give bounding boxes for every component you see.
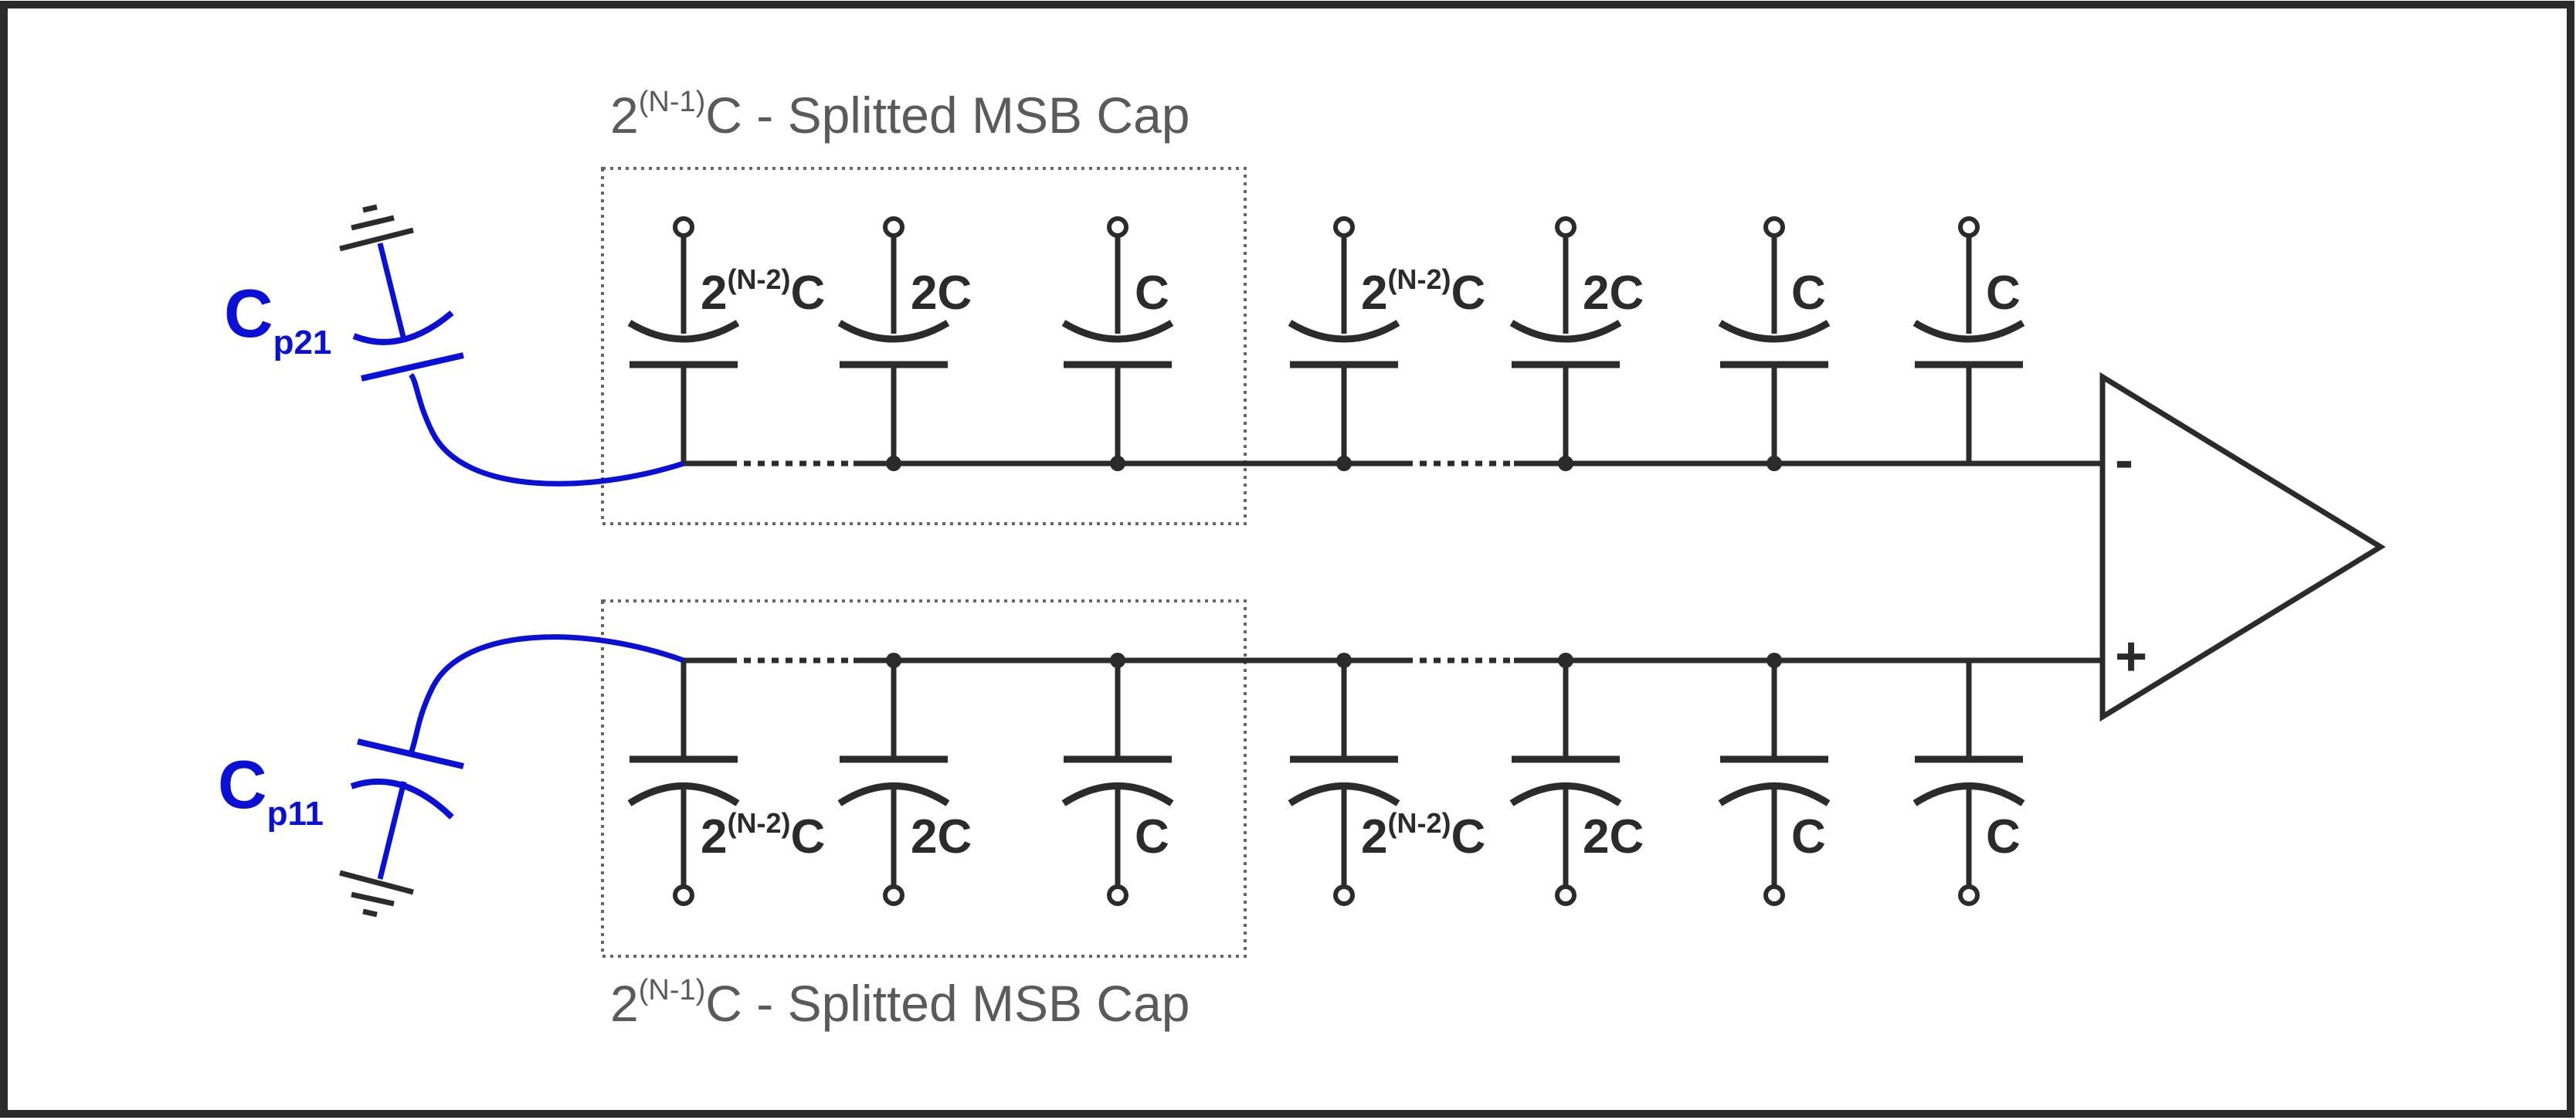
parasitic-cap-top: Cp21 (224, 204, 685, 487)
comparator: - + (2099, 372, 2386, 722)
bottom-capacitor: C (1912, 660, 2025, 906)
top-cap-terminal (1958, 216, 1980, 238)
comparator-minus-sign: - (2115, 429, 2133, 491)
curved-plate (627, 782, 740, 806)
bottom-cap-label: C (1791, 810, 1826, 864)
bottom-capacitor: C (1061, 653, 1174, 906)
junction-dot (1336, 653, 1352, 668)
junction-dot (886, 653, 901, 668)
curved-plate (1061, 320, 1174, 343)
parasitic-top-label: Cp21 (224, 275, 331, 361)
curved-plate (1509, 782, 1622, 806)
bottom-cap-label: C (1135, 810, 1169, 864)
bottom-group-label: 2(N-1)C - Splitted MSB Cap (610, 974, 1190, 1032)
bottom-capacitor: 2C (837, 653, 972, 906)
top-group-label: 2(N-1)C - Splitted MSB Cap (610, 86, 1190, 144)
top-msb-group-box (601, 167, 1247, 525)
top-cap-terminal (1107, 216, 1128, 238)
bottom-cap-label: 2(N-2)C (1361, 807, 1485, 864)
top-cap-label: 2(N-2)C (701, 263, 825, 320)
curved-plate (1718, 320, 1831, 343)
bottom-capacitor: 2C (1509, 653, 1644, 906)
top-cap-label: C (1986, 266, 2021, 320)
bottom-capacitor: 2(N-2)C (627, 660, 825, 906)
top-capacitor: 2C (1509, 216, 1644, 471)
junction-dot (1558, 456, 1573, 471)
curved-plate (1288, 320, 1400, 343)
curved-plate (1912, 320, 2025, 343)
curved-plate (1061, 782, 1174, 806)
bottom-cap-terminal (1763, 884, 1785, 906)
top-capacitor-array: 2(N-2)C 2C C 2(N-2)C 2C C C (627, 216, 2025, 471)
top-capacitor: 2(N-2)C (1288, 216, 1485, 471)
junction-dot (1558, 653, 1573, 668)
junction-dot (1767, 456, 1782, 471)
bottom-cap-terminal (1107, 884, 1128, 906)
parasitic-bottom-label: Cp11 (218, 746, 324, 833)
bottom-cap-terminal (673, 884, 694, 906)
bottom-cap-terminal (1333, 884, 1355, 906)
bottom-msb-group-box (601, 599, 1247, 958)
top-capacitor: 2(N-2)C (627, 216, 825, 463)
curved-plate (837, 320, 950, 343)
top-cap-label: 2C (911, 266, 972, 320)
junction-dot (1110, 456, 1125, 471)
bottom-cap-label: C (1986, 810, 2021, 864)
junction-dot (1767, 653, 1782, 668)
curved-plate (1288, 782, 1400, 806)
bottom-capacitor: C (1718, 653, 1831, 906)
top-capacitor: C (1061, 216, 1174, 471)
comparator-triangle (2099, 372, 2386, 722)
junction-dot (1110, 653, 1125, 668)
junction-dot (886, 456, 901, 471)
top-cap-label: 2C (1583, 266, 1644, 320)
top-cap-terminal (673, 216, 694, 238)
bottom-cap-label: 2(N-2)C (701, 807, 825, 864)
top-cap-label: C (1135, 266, 1169, 320)
bottom-cap-terminal (883, 884, 904, 906)
bottom-capacitor-array: 2(N-2)C 2C C 2(N-2)C 2C C C (627, 653, 2025, 906)
bottom-cap-terminal (1555, 884, 1576, 906)
curved-plate (627, 320, 740, 343)
top-cap-label: C (1791, 266, 1826, 320)
bottom-cap-label: 2C (911, 810, 972, 864)
top-cap-label: 2(N-2)C (1361, 263, 1485, 320)
junction-dot (1336, 456, 1352, 471)
top-capacitor: C (1912, 216, 2025, 463)
curved-plate (1509, 320, 1622, 343)
comparator-plus-sign: + (2115, 626, 2147, 687)
top-cap-terminal (1333, 216, 1355, 238)
curved-plate (837, 782, 950, 806)
curved-plate (1912, 782, 2025, 806)
top-cap-terminal (1763, 216, 1785, 238)
bottom-capacitor: 2(N-2)C (1288, 653, 1485, 906)
top-cap-terminal (1555, 216, 1576, 238)
top-capacitor: 2C (837, 216, 972, 471)
curved-plate (1718, 782, 1831, 806)
top-cap-terminal (883, 216, 904, 238)
parasitic-cap-bottom: Cp11 (218, 634, 685, 918)
bottom-cap-terminal (1958, 884, 1980, 906)
top-capacitor: C (1718, 216, 1831, 471)
bottom-cap-label: 2C (1583, 810, 1644, 864)
